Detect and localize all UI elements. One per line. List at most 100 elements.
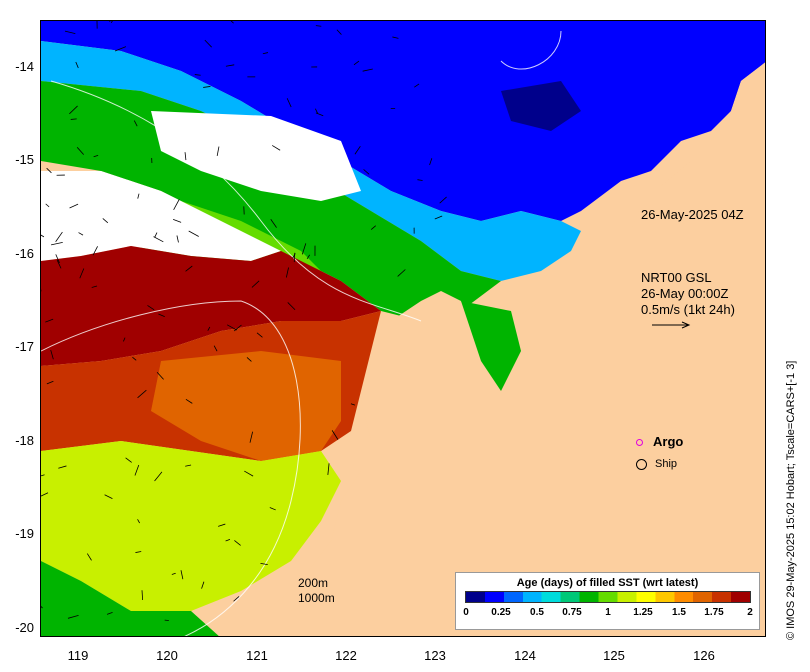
current-vector <box>225 64 235 67</box>
current-vector <box>172 219 182 223</box>
colorbar-tick: 1.5 <box>672 607 686 618</box>
lat-label: -19 <box>15 526 34 541</box>
legend-ship: Ship <box>636 458 677 470</box>
current-vector <box>50 242 63 246</box>
lat-label: -20 <box>15 620 34 635</box>
credit-text: © IMOS 29-May-2025 15:02 Hobart; Tscale=… <box>785 360 797 640</box>
current-vector <box>46 380 54 385</box>
colorbar-gradient <box>465 591 751 603</box>
current-vector <box>154 471 163 482</box>
current-vector <box>184 152 187 161</box>
current-vector <box>331 430 339 440</box>
current-vector <box>285 267 289 278</box>
current-vector <box>92 246 98 256</box>
current-vector <box>233 324 242 332</box>
current-vector <box>434 215 443 220</box>
current-vector <box>137 193 140 199</box>
ocean-region-darkblue <box>501 81 581 131</box>
current-vector <box>173 199 180 210</box>
current-info-line: 0.5m/s (1kt 24h) <box>641 302 735 317</box>
current-vector <box>69 203 79 209</box>
current-vector <box>327 463 330 475</box>
colorbar-tick: 0 <box>463 607 469 618</box>
current-vector <box>76 147 84 155</box>
lat-label: -17 <box>15 339 34 354</box>
current-vector <box>362 68 373 72</box>
colorbar-tick: 0.5 <box>530 607 544 618</box>
current-vector <box>230 21 234 24</box>
current-vector <box>207 326 211 331</box>
current-vector <box>251 280 260 288</box>
current-vector <box>287 302 296 311</box>
current-vector <box>350 403 356 406</box>
current-vector <box>249 431 254 443</box>
current-vector <box>201 581 205 589</box>
current-vector <box>64 30 76 34</box>
colorbar-tick: 1 <box>605 607 611 618</box>
current-vector <box>45 203 50 208</box>
current-vector <box>58 465 67 469</box>
ocean-region-south-green <box>41 561 219 636</box>
current-vector <box>194 74 201 76</box>
current-vector <box>262 52 269 55</box>
current-vector <box>110 21 113 24</box>
current-vector <box>353 60 360 66</box>
current-vector <box>270 219 277 228</box>
current-vector <box>133 120 138 127</box>
contour-label-200m: 200m <box>298 576 329 590</box>
lat-label: -18 <box>15 433 34 448</box>
nodata-patch <box>41 171 281 261</box>
lon-label: 124 <box>514 648 536 663</box>
current-vector <box>55 254 60 264</box>
depth-contour-key: 200m 1000m <box>298 576 335 606</box>
current-vector <box>226 324 238 331</box>
current-vector <box>336 29 342 35</box>
current-vector <box>260 562 268 566</box>
current-vector <box>301 243 307 255</box>
current-vector <box>79 268 85 279</box>
current-info-line: NRT00 GSL <box>641 270 712 285</box>
current-vector <box>41 474 45 477</box>
current-vector <box>213 345 218 352</box>
current-vector <box>69 105 78 115</box>
current-vector <box>45 318 54 323</box>
current-vector <box>269 507 276 511</box>
current-vector <box>102 218 109 224</box>
current-vector <box>134 464 140 476</box>
colorbar-tick: 0.75 <box>562 607 582 618</box>
ship-marker-icon <box>636 458 647 470</box>
current-vector <box>78 232 84 236</box>
current-vector <box>67 614 79 619</box>
current-vector <box>234 540 241 546</box>
ocean-region-yellowgreen <box>41 441 341 611</box>
current-vector <box>417 179 423 181</box>
current-vector <box>354 146 361 155</box>
current-vector <box>153 236 164 243</box>
current-vector <box>147 305 155 311</box>
current-vector <box>203 86 211 88</box>
current-vector <box>218 523 226 527</box>
colorbar-tick: 0.25 <box>491 607 511 618</box>
current-vector <box>104 494 113 499</box>
current-info-line: 26-May 00:00Z <box>641 286 729 301</box>
current-vector <box>91 285 98 288</box>
sst-age-map <box>40 20 766 637</box>
land-mass <box>224 62 765 636</box>
bathymetry-contour-200m <box>50 30 562 322</box>
map-canvas <box>41 21 765 636</box>
current-vector <box>185 398 193 404</box>
current-vector <box>114 46 127 52</box>
current-vector <box>392 36 399 39</box>
current-vector <box>132 356 137 361</box>
current-vector <box>41 492 49 497</box>
current-vector <box>315 25 322 27</box>
current-vector <box>204 39 212 48</box>
colorbar: Age (days) of filled SST (wrt latest) 0 … <box>455 572 760 630</box>
nodata-patch-north <box>151 111 361 201</box>
current-vector <box>315 112 324 117</box>
current-vector <box>180 570 184 580</box>
ocean-region-orange <box>151 351 341 461</box>
current-vector <box>246 357 252 362</box>
current-vector <box>185 464 192 467</box>
lon-label: 123 <box>424 648 446 663</box>
